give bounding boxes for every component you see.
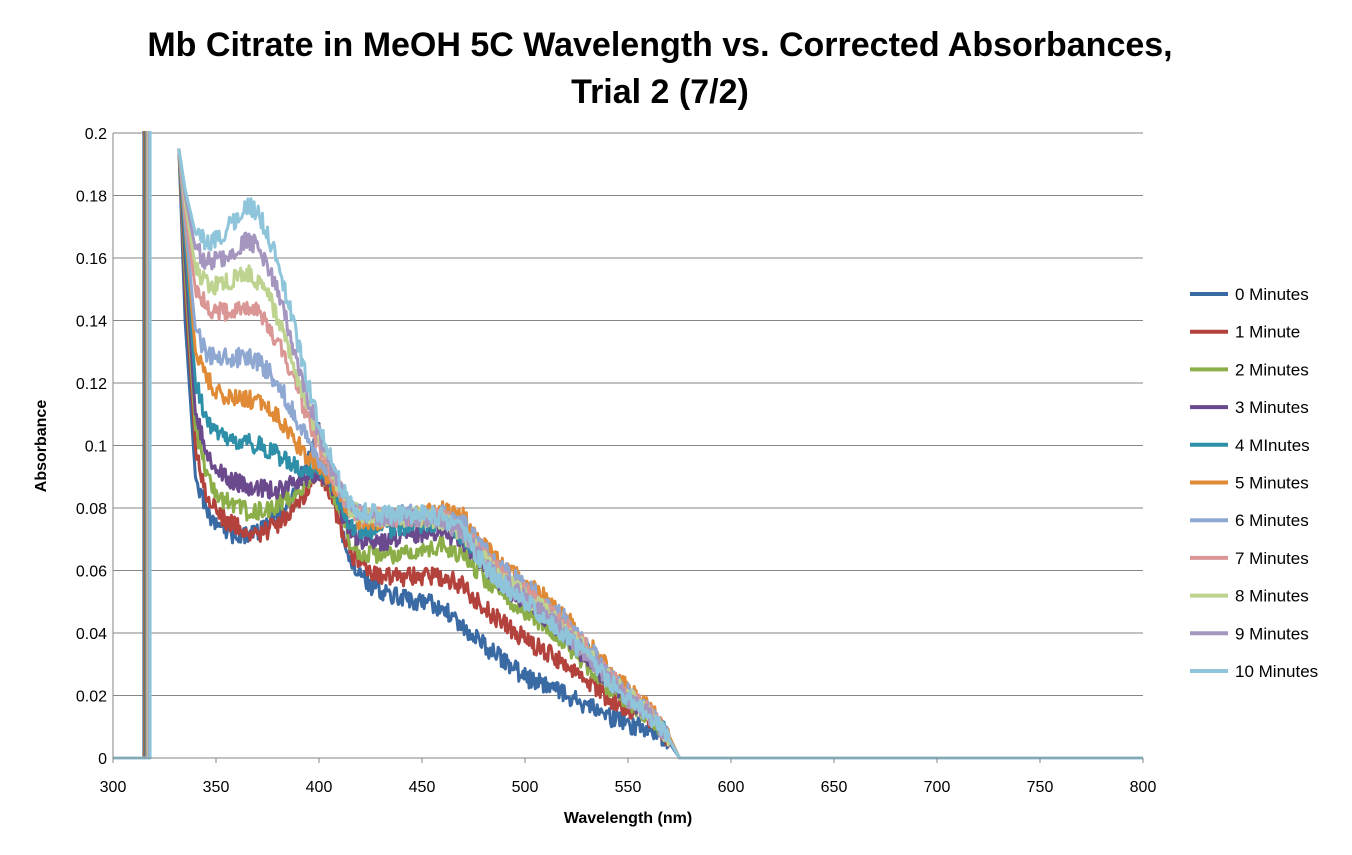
series-line-10 bbox=[113, 131, 1143, 760]
legend-item-7: 7 Minutes bbox=[1190, 549, 1309, 568]
x-tick-label-1: 350 bbox=[203, 779, 230, 796]
y-tick-label-9: 0.18 bbox=[76, 189, 107, 206]
x-tick-label-10: 800 bbox=[1130, 779, 1157, 796]
x-tick-label-6: 600 bbox=[718, 779, 745, 796]
series-line-1 bbox=[113, 131, 1143, 760]
y-tick-label-5: 0.1 bbox=[85, 439, 107, 456]
axes bbox=[112, 133, 1144, 763]
series-line-7 bbox=[113, 131, 1143, 760]
legend-item-3: 3 Minutes bbox=[1190, 398, 1309, 417]
x-tick-label-8: 700 bbox=[924, 779, 951, 796]
legend-item-4: 4 MInutes bbox=[1190, 436, 1310, 455]
legend-item-0: 0 Minutes bbox=[1190, 285, 1309, 304]
series-line-6 bbox=[113, 131, 1143, 760]
legend-label-0: 0 Minutes bbox=[1235, 285, 1309, 304]
series-line-3 bbox=[113, 131, 1143, 760]
legend-label-2: 2 Minutes bbox=[1235, 360, 1309, 379]
series-line-4 bbox=[113, 131, 1143, 760]
x-tick-label-3: 450 bbox=[409, 779, 436, 796]
x-tick-label-4: 500 bbox=[512, 779, 539, 796]
x-tick-label-0: 300 bbox=[100, 779, 127, 796]
x-tick-labels: 300 350 400 450 500 550 600 650 700 750 800 bbox=[100, 779, 1157, 796]
y-tick-label-10: 0.2 bbox=[85, 126, 107, 143]
y-axis-title: Absorbance bbox=[33, 400, 50, 493]
series-line-2 bbox=[113, 131, 1143, 760]
series-line-8 bbox=[113, 131, 1143, 760]
legend-item-2: 2 Minutes bbox=[1190, 360, 1309, 379]
y-tick-label-8: 0.16 bbox=[76, 251, 107, 268]
series-lines bbox=[113, 131, 1143, 760]
x-tick-label-5: 550 bbox=[615, 779, 642, 796]
x-axis-title: Wavelength (nm) bbox=[564, 810, 692, 827]
y-tick-label-6: 0.12 bbox=[76, 376, 107, 393]
series-line-5 bbox=[113, 131, 1143, 760]
x-tick-label-7: 650 bbox=[821, 779, 848, 796]
legend-label-8: 8 Minutes bbox=[1235, 587, 1309, 606]
x-tick-label-9: 750 bbox=[1027, 779, 1054, 796]
legend-label-7: 7 Minutes bbox=[1235, 549, 1309, 568]
legend-label-6: 6 Minutes bbox=[1235, 511, 1309, 530]
y-tick-label-7: 0.14 bbox=[76, 314, 107, 331]
y-tick-label-0: 0 bbox=[98, 751, 107, 768]
legend-item-1: 1 Minute bbox=[1190, 323, 1300, 342]
legend-item-8: 8 Minutes bbox=[1190, 587, 1309, 606]
gridlines bbox=[113, 132, 1143, 696]
y-tick-label-3: 0.06 bbox=[76, 564, 107, 581]
legend-label-5: 5 Minutes bbox=[1235, 474, 1309, 493]
series-line-9 bbox=[113, 131, 1143, 760]
y-tick-label-1: 0.02 bbox=[76, 689, 107, 706]
chart-title-line-1: Mb Citrate in MeOH 5C Wavelength vs. Cor… bbox=[147, 26, 1172, 64]
chart-title-line-2: Trial 2 (7/2) bbox=[571, 73, 749, 111]
legend: 0 Minutes 1 Minute 2 Minutes 3 Minutes 4 MIn… bbox=[1190, 285, 1318, 681]
series-line-0 bbox=[113, 131, 1143, 760]
legend-label-4: 4 MInutes bbox=[1235, 436, 1310, 455]
legend-label-1: 1 Minute bbox=[1235, 323, 1300, 342]
legend-item-6: 6 Minutes bbox=[1190, 511, 1309, 530]
y-tick-label-2: 0.04 bbox=[76, 626, 107, 643]
legend-item-9: 9 Minutes bbox=[1190, 624, 1309, 643]
x-tick-label-2: 400 bbox=[306, 779, 333, 796]
legend-label-9: 9 Minutes bbox=[1235, 624, 1309, 643]
y-tick-label-4: 0.08 bbox=[76, 501, 107, 518]
legend-item-5: 5 Minutes bbox=[1190, 474, 1309, 493]
legend-label-10: 10 Minutes bbox=[1235, 662, 1318, 681]
y-tick-labels: 0 0.02 0.04 0.06 0.08 0.1 0.12 0.14 0.16 0.18 0.2 bbox=[76, 126, 107, 768]
legend-label-3: 3 Minutes bbox=[1235, 398, 1309, 417]
legend-item-10: 10 Minutes bbox=[1190, 662, 1318, 681]
